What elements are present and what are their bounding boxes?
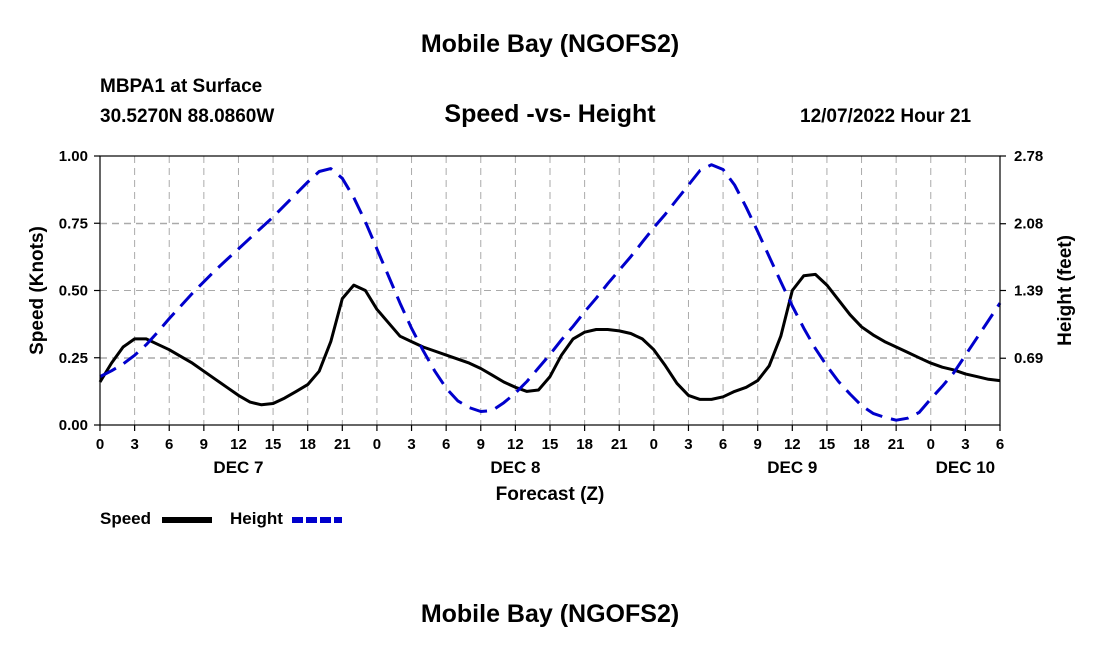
speed-series-line (98, 272, 1001, 407)
y-tick-label: 0.00 (59, 417, 88, 434)
y-right-axis-title: Height (feet) (1055, 235, 1076, 346)
x-tick-label: 18 (299, 436, 316, 453)
y-right-tick-label: 2.08 (1014, 216, 1043, 233)
y-tick-label: 0.75 (59, 215, 88, 232)
x-tick-label: 12 (507, 436, 524, 453)
x-tick-label: 6 (165, 436, 173, 453)
x-tick-label: 21 (611, 436, 628, 453)
x-tick-label: 9 (477, 436, 485, 453)
x-tick-label: 12 (784, 436, 801, 453)
x-tick-label: 9 (200, 436, 208, 453)
x-tick-label: 21 (888, 436, 905, 453)
x-tick-label: 21 (334, 436, 351, 453)
x-tick-label: 3 (684, 436, 692, 453)
x-tick-label: 9 (754, 436, 762, 453)
y-right-tick-label: 2.78 (1014, 148, 1043, 165)
x-tick-label: 18 (853, 436, 870, 453)
label-layer: 0 3 6 9 12 15 18 21 0 3 6 9 12 15 18 21 0 3 6 9 12 15 18 21 0 3 6D… (27, 148, 1076, 505)
x-tick-label: 18 (576, 436, 593, 453)
height-series-line (99, 163, 1002, 422)
bottom-title: Mobile Bay (NGOFS2) (420, 600, 680, 628)
chart-title: Mobile Bay (NGOFS2) (420, 30, 680, 58)
y-right-tick-label: 1.39 (1014, 283, 1043, 300)
y-axis-title: Speed (Knots) (27, 226, 48, 355)
date-label: DEC 8 (490, 458, 540, 477)
axis-layer (94, 155, 1006, 431)
date-label: DEC 9 (767, 458, 817, 477)
grid-layer (100, 155, 1000, 425)
y-tick-label: 0.25 (59, 350, 88, 367)
station-label: MBPA1 at Surface (100, 76, 263, 97)
y-tick-label: 1.00 (59, 148, 88, 165)
x-tick-label: 0 (373, 436, 381, 453)
x-tick-label: 3 (961, 436, 969, 453)
x-tick-label: 6 (442, 436, 450, 453)
series-layer (98, 163, 1002, 422)
chart-subtitle: Speed -vs- Height (444, 100, 656, 128)
forecast-datetime: 12/07/2022 Hour 21 (800, 106, 972, 127)
x-tick-label: 15 (265, 436, 282, 453)
x-tick-label: 3 (407, 436, 415, 453)
y-right-tick-label: 0.69 (1014, 350, 1043, 367)
x-tick-label: 0 (96, 436, 104, 453)
x-tick-label: 15 (542, 436, 559, 453)
x-tick-label: 3 (130, 436, 138, 453)
x-tick-label: 6 (719, 436, 727, 453)
x-tick-label: 12 (230, 436, 247, 453)
date-label: DEC 7 (213, 458, 263, 477)
x-axis-title: Forecast (Z) (496, 484, 605, 505)
x-tick-label: 0 (927, 436, 935, 453)
coordinates-label: 30.5270N 88.0860W (100, 106, 275, 127)
x-tick-label: 0 (650, 436, 658, 453)
date-label: DEC 10 (936, 458, 996, 477)
legend-height-label: Height (230, 509, 283, 528)
x-tick-label: 15 (819, 436, 836, 453)
legend-speed-label: Speed (100, 509, 152, 528)
x-tick-label: 6 (996, 436, 1004, 453)
y-tick-label: 0.50 (59, 283, 88, 300)
